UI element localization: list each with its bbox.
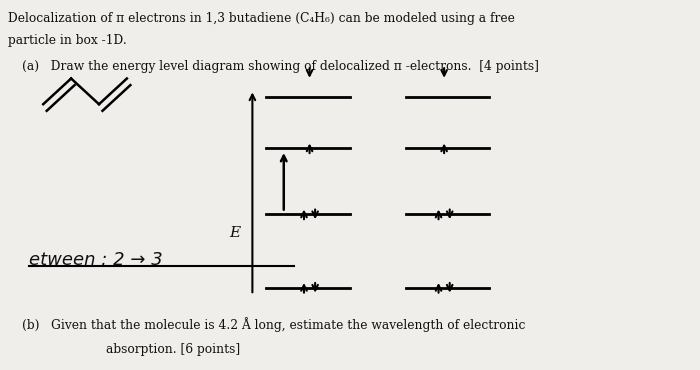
Text: etween : 2 → 3: etween : 2 → 3: [29, 251, 163, 269]
Text: Delocalization of π electrons in 1,3 butadiene (C₄H₆) can be modeled using a fre: Delocalization of π electrons in 1,3 but…: [8, 13, 515, 26]
Text: E: E: [230, 226, 241, 240]
Text: (b)   Given that the molecule is 4.2 Å long, estimate the wavelength of electron: (b) Given that the molecule is 4.2 Å lon…: [22, 317, 526, 332]
Text: absorption. [6 points]: absorption. [6 points]: [106, 343, 240, 356]
Text: particle in box -1D.: particle in box -1D.: [8, 34, 127, 47]
Text: (a)   Draw the energy level diagram showing of delocalized π -electrons.  [4 poi: (a) Draw the energy level diagram showin…: [22, 60, 539, 73]
